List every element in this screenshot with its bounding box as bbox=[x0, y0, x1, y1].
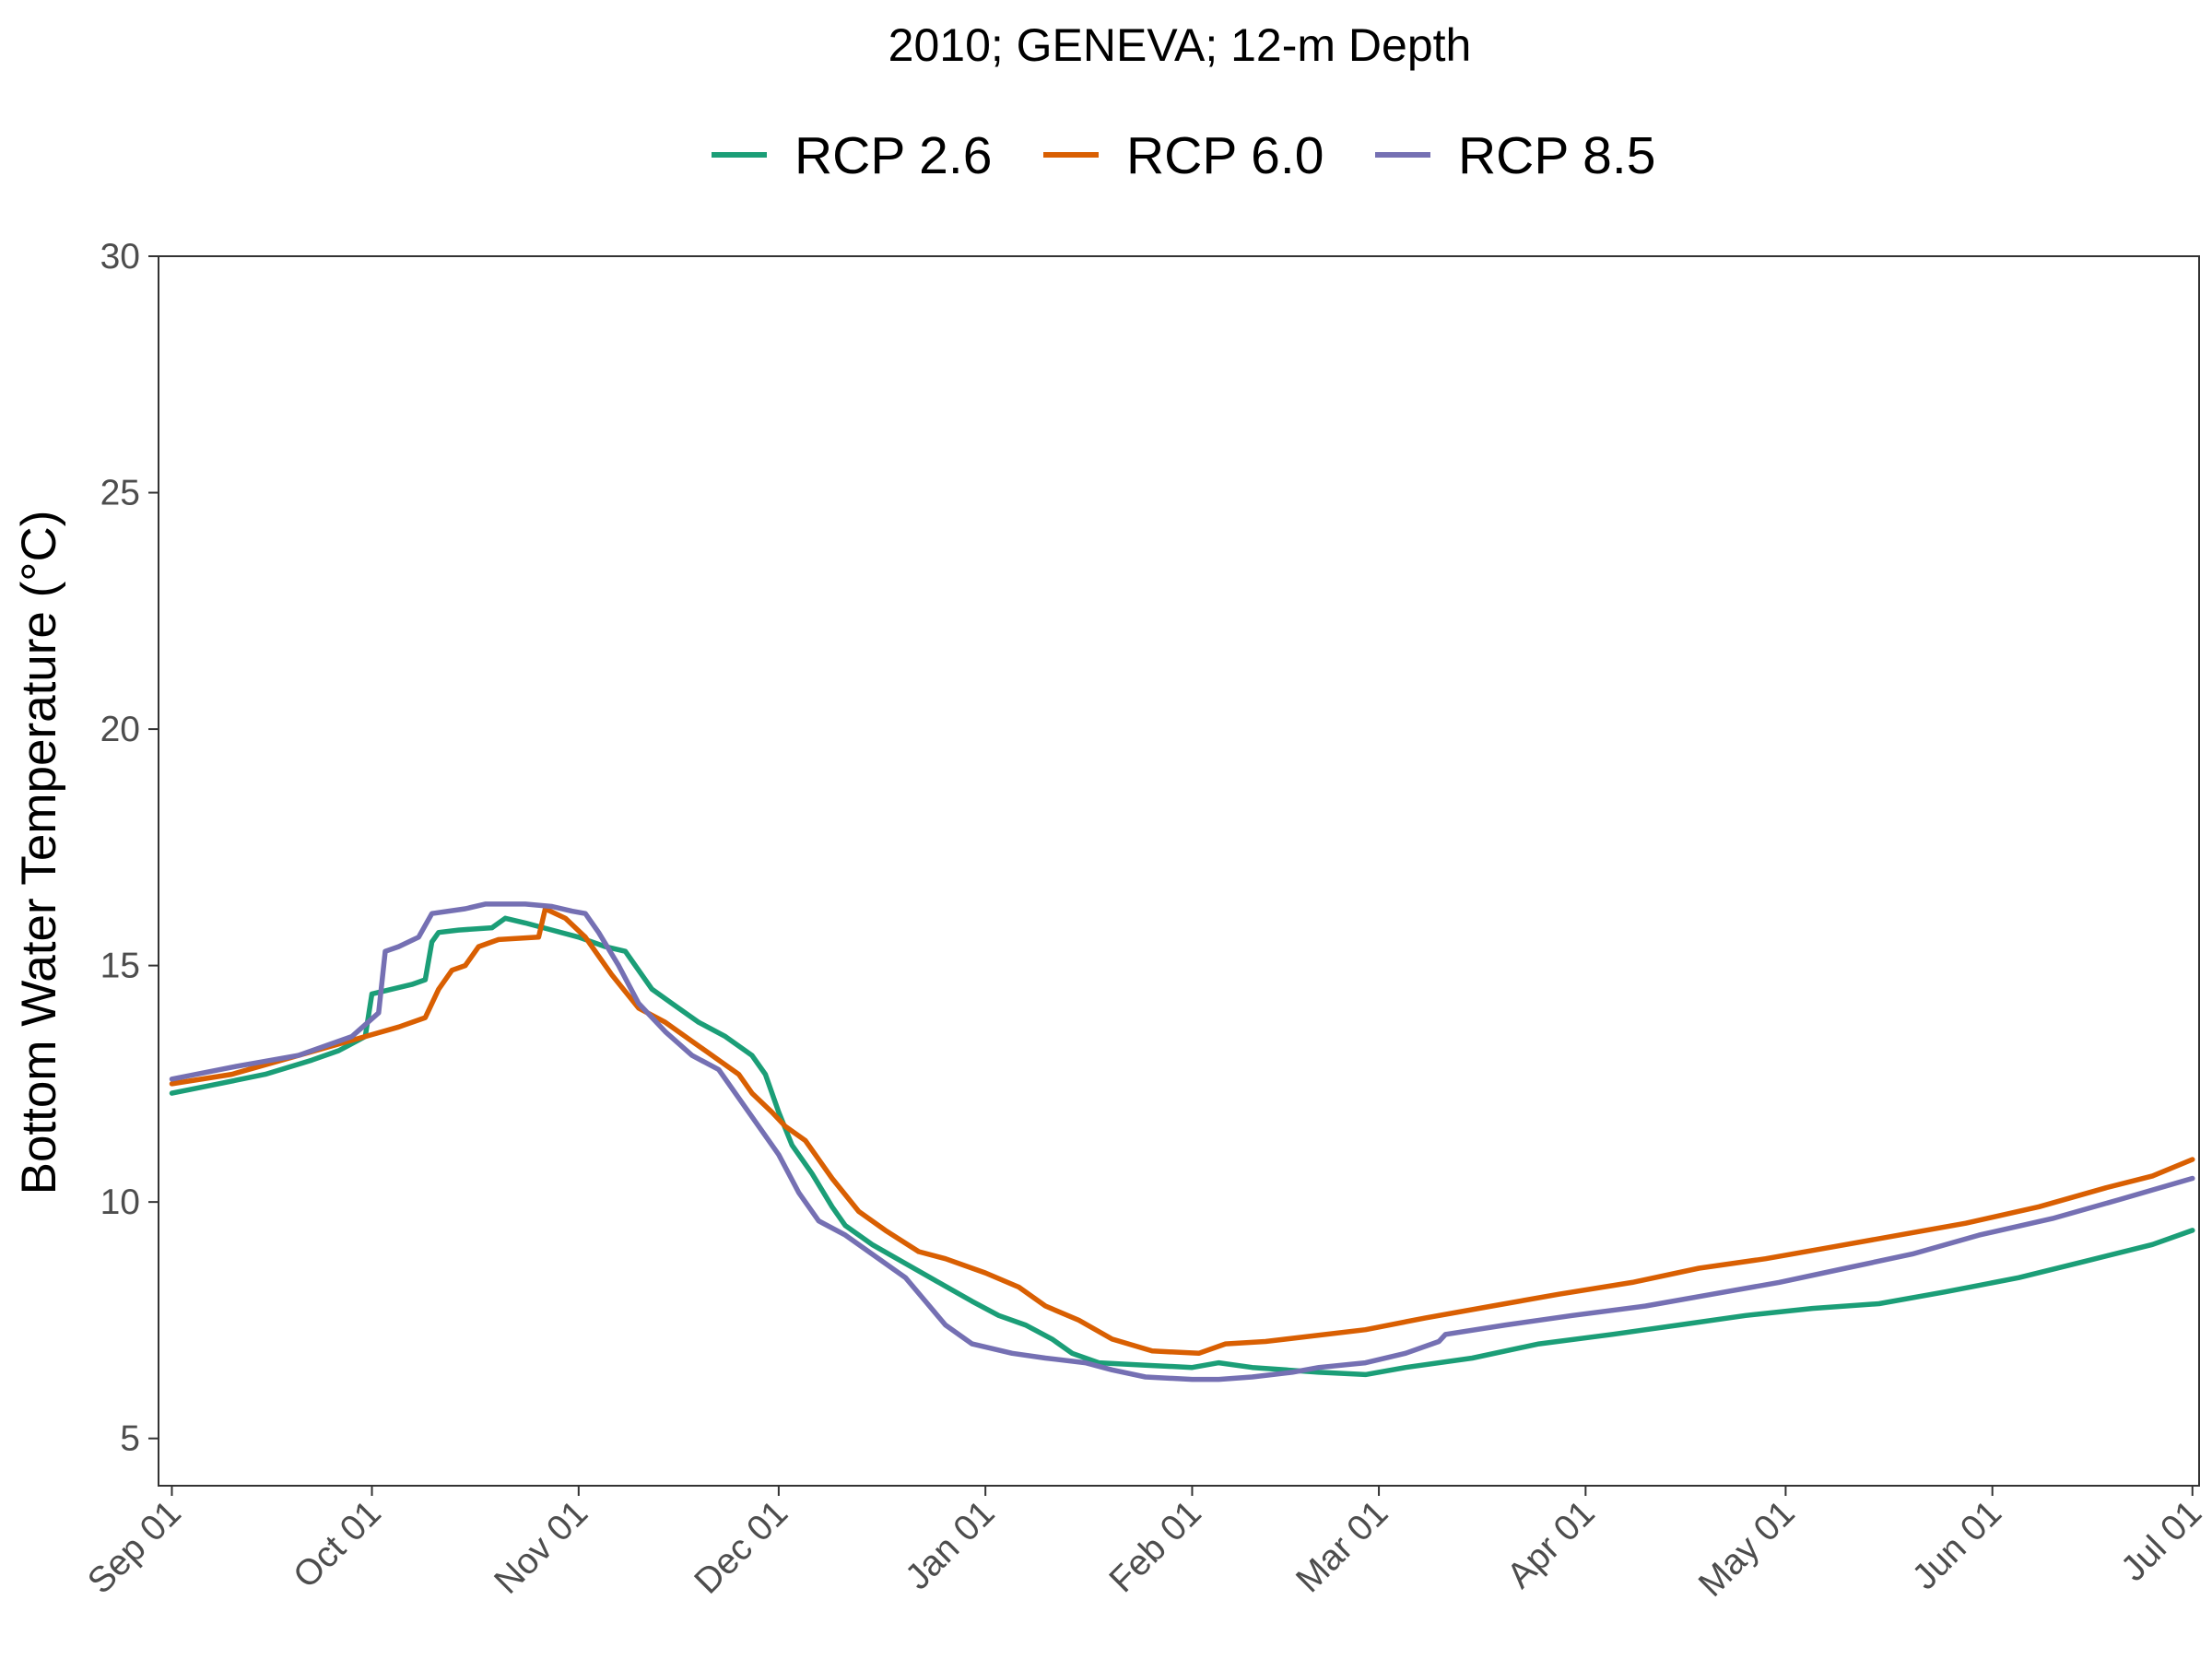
legend-label: RCP 6.0 bbox=[1126, 126, 1324, 185]
y-tick-label: 25 bbox=[100, 474, 140, 513]
legend-item: RCP 8.5 bbox=[1375, 126, 1655, 185]
legend: RCP 2.6 RCP 6.0 RCP 8.5 bbox=[712, 126, 1655, 185]
x-tick-label: Oct 01 bbox=[286, 1493, 389, 1596]
series-line-1 bbox=[169, 915, 2195, 1378]
plot-background bbox=[159, 256, 2199, 1486]
x-tick-label: Jan 01 bbox=[898, 1493, 1002, 1597]
x-tick-label: Mar 01 bbox=[1288, 1493, 1395, 1600]
legend-label: RCP 8.5 bbox=[1458, 126, 1655, 185]
series-line-3 bbox=[169, 901, 2195, 1382]
y-axis: 5 10 15 20 25 30 bbox=[100, 237, 159, 1459]
y-tick-label: 15 bbox=[100, 947, 140, 986]
x-tick-label: Jun 01 bbox=[1905, 1493, 2009, 1597]
y-tick-label: 20 bbox=[100, 710, 140, 749]
x-tick-label: Feb 01 bbox=[1102, 1493, 1209, 1600]
x-axis: Sep 01 Oct 01 Nov 01 Dec 01 Jan 01 Feb 01 Mar … bbox=[80, 1486, 2209, 1605]
chart-title: 2010; GENEVA; 12-m Depth bbox=[888, 19, 1472, 71]
legend-label: RCP 2.6 bbox=[794, 126, 992, 185]
y-tick-label: 10 bbox=[100, 1182, 140, 1222]
legend-item: RCP 2.6 bbox=[712, 126, 992, 185]
plot-border bbox=[158, 255, 2200, 1487]
x-tick-label: Jul 01 bbox=[2113, 1493, 2209, 1589]
y-tick-label: 5 bbox=[120, 1419, 140, 1459]
x-tick-label: Nov 01 bbox=[487, 1493, 595, 1602]
y-axis-title: Bottom Water Temperature (°C) bbox=[12, 511, 66, 1195]
x-tick-label: Apr 01 bbox=[1500, 1493, 1603, 1596]
legend-item: RCP 6.0 bbox=[1043, 126, 1324, 185]
plot-area bbox=[158, 255, 2200, 1487]
x-tick-label: Dec 01 bbox=[687, 1493, 795, 1602]
series-line-2 bbox=[169, 906, 2195, 1357]
x-tick-label: Sep 01 bbox=[80, 1493, 189, 1602]
x-tick-label: May 01 bbox=[1691, 1493, 1803, 1605]
y-tick-label: 30 bbox=[100, 237, 140, 276]
